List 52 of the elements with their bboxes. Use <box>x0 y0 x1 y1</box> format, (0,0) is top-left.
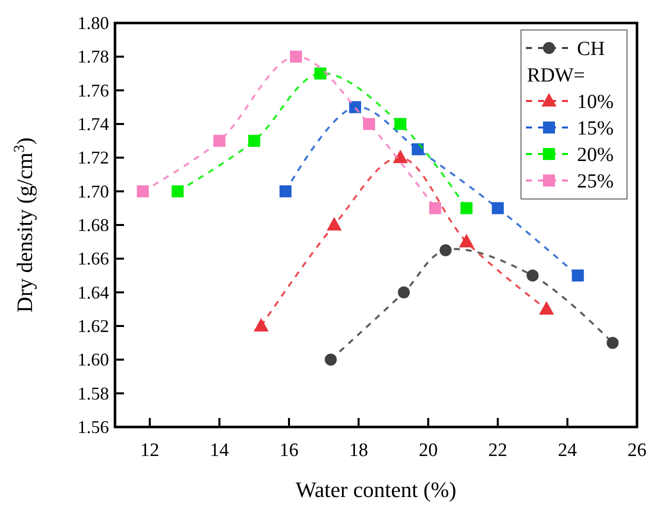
point <box>526 270 539 282</box>
point <box>363 118 376 130</box>
point <box>290 50 302 63</box>
point <box>398 286 410 298</box>
point <box>254 318 269 332</box>
point <box>412 143 424 156</box>
y-tick-label: 1.74 <box>78 114 109 134</box>
point <box>429 202 442 214</box>
point <box>606 336 619 349</box>
y-tick-label: 1.60 <box>78 350 109 370</box>
y-tick-label: 1.80 <box>78 13 109 33</box>
point <box>136 185 149 198</box>
legend-label: 25% <box>577 170 614 192</box>
x-tick-label: 24 <box>558 440 578 461</box>
x-tick-label: 14 <box>210 440 230 461</box>
y-tick-label: 1.64 <box>78 282 109 302</box>
x-tick-label: 12 <box>140 440 160 461</box>
x-tick-label: 26 <box>628 440 646 461</box>
point <box>458 234 474 248</box>
x-tick-label: 20 <box>418 440 438 461</box>
point <box>248 134 260 147</box>
point <box>539 301 554 315</box>
point <box>172 185 184 198</box>
x-tick-label: 16 <box>280 440 298 461</box>
y-tick-label: 1.68 <box>78 215 109 235</box>
legend-title: RDW= <box>527 64 585 86</box>
y-tick-label: 1.78 <box>78 46 109 67</box>
legend-label: 15% <box>577 118 614 140</box>
point <box>572 270 584 282</box>
point <box>440 244 452 256</box>
point <box>492 202 504 214</box>
point <box>460 202 472 214</box>
y-tick-label: 1.56 <box>78 417 109 437</box>
point <box>280 185 292 198</box>
y-tick-label: 1.72 <box>78 148 109 168</box>
y-tick-label: 1.76 <box>78 80 109 100</box>
point <box>314 68 326 80</box>
y-tick-label: 1.58 <box>78 383 109 404</box>
y-tick-label: 1.66 <box>78 248 109 269</box>
point <box>213 134 226 147</box>
legend-label: 10% <box>577 91 614 113</box>
point <box>324 354 337 366</box>
point <box>394 118 406 130</box>
point <box>392 150 408 164</box>
x-axis-title: Water content (%) <box>296 477 456 502</box>
legend-label: 20% <box>577 144 614 166</box>
y-tick-label: 1.62 <box>78 316 109 336</box>
y-tick-label: 1.70 <box>78 181 109 202</box>
legend-label: CH <box>577 38 605 60</box>
x-tick-label: 22 <box>488 440 508 461</box>
x-tick-label: 18 <box>349 440 368 461</box>
point <box>326 217 342 230</box>
